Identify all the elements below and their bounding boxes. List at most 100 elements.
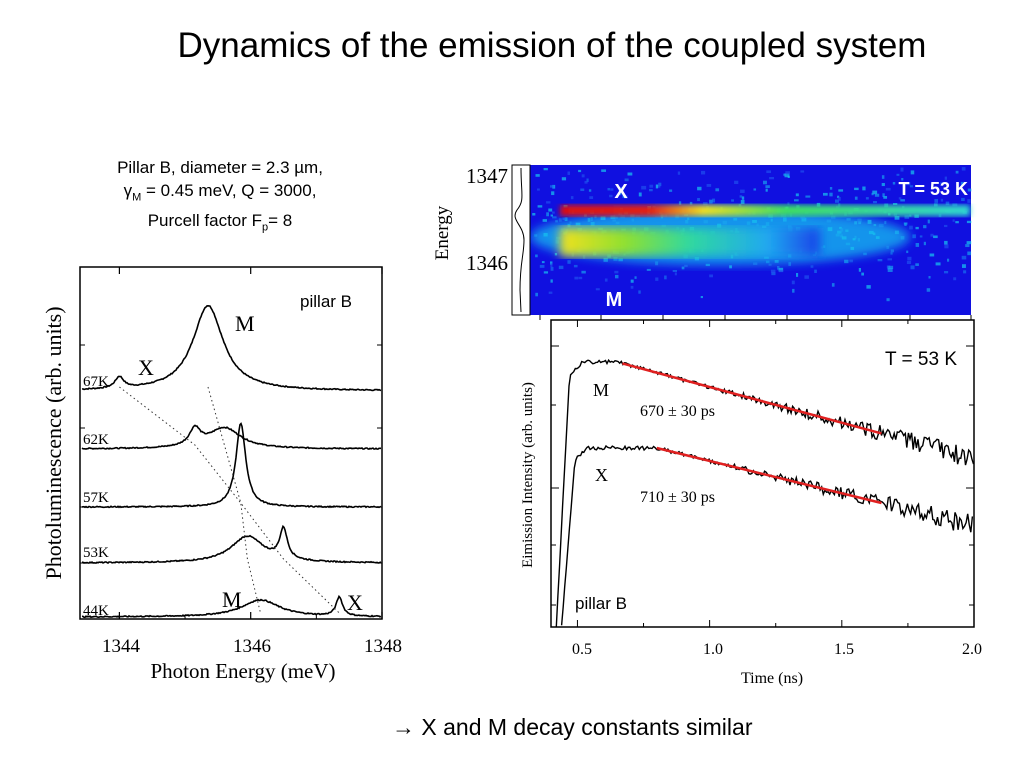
streak-speckle (804, 275, 809, 279)
streak-speckle (598, 227, 603, 230)
streak-speckle (796, 205, 800, 209)
streak-speckle (823, 192, 828, 196)
streak-speckle (701, 170, 706, 175)
streak-speckle (762, 225, 767, 228)
streak-speckle (621, 228, 626, 231)
streak-speckle (952, 203, 958, 207)
streak-speckle (766, 260, 770, 264)
streak-speckle (735, 212, 740, 215)
streak-speckle (919, 235, 923, 238)
streak-speckle (955, 221, 959, 224)
streak-speckle (955, 170, 959, 174)
streak-speckle (571, 252, 575, 257)
streak-speckle (618, 258, 623, 262)
streak-speckle (630, 249, 634, 253)
streak-speckle (535, 174, 540, 177)
streak-speckle (550, 185, 555, 188)
streak-speckle (835, 199, 840, 203)
streak-speckle (874, 193, 880, 197)
streak-speckle (940, 198, 944, 202)
streak-speckle (700, 296, 703, 299)
streak-speckle (698, 231, 703, 235)
streak-speckle (705, 263, 710, 267)
streak-speckle (711, 230, 716, 235)
streak-speckle (602, 235, 605, 239)
streak-noise (532, 167, 972, 302)
gamma-subscript: M (132, 191, 142, 204)
streak-speckle (611, 229, 617, 232)
streak-speckle (893, 213, 898, 216)
param-line-3: Purcell factor Fp= 8 (70, 209, 370, 239)
param-line-2-text: = 0.45 meV, Q = 3000, (141, 181, 317, 200)
streak-speckle (550, 214, 553, 217)
streak-speckle (882, 193, 885, 197)
decay-plot-frame (550, 319, 975, 628)
pl-curve-57K (81, 422, 382, 509)
streak-speckle (623, 240, 627, 243)
streak-speckle (734, 180, 739, 185)
streak-speckle (887, 266, 890, 270)
streak-speckle (776, 236, 781, 239)
streak-speckle (595, 247, 601, 251)
streak-speckle (800, 170, 805, 173)
streak-speckle (630, 285, 634, 289)
streak-speckle (589, 196, 594, 200)
streak-speckle (896, 173, 900, 176)
streak-speckle (788, 253, 792, 258)
streak-speckle (766, 207, 771, 212)
decay-curves (555, 358, 975, 628)
streak-speckle (675, 214, 679, 219)
streak-speckle (944, 244, 949, 249)
streak-speckle (788, 225, 792, 228)
streak-speckle (831, 215, 836, 219)
streak-speckle (740, 189, 745, 193)
streak-speckle (752, 220, 757, 223)
streak-speckle (567, 260, 571, 264)
streak-speckle (703, 202, 708, 206)
streak-speckle (914, 214, 919, 218)
streak-speckle (641, 185, 647, 190)
streak-speckle (915, 243, 920, 247)
pl-chart-title: pillar B (300, 292, 352, 311)
pl-curve-53K (81, 524, 382, 565)
streak-speckle (787, 175, 790, 179)
streak-speckle (884, 221, 887, 225)
streak-speckle (838, 203, 841, 207)
decay-x-axis-label: Time (ns) (741, 670, 803, 687)
streak-speckle (639, 231, 645, 235)
streak-speckle (634, 276, 637, 279)
streak-speckle (555, 236, 561, 240)
streak-speckle (611, 236, 615, 240)
streak-speckle (684, 213, 689, 217)
streak-speckle (604, 278, 608, 282)
streak-speckle (776, 208, 781, 213)
streak-speckle (785, 206, 789, 210)
streak-speckle (542, 219, 547, 222)
streak-speckle (781, 213, 786, 218)
streak-speckle (857, 218, 862, 223)
streak-speckle (800, 216, 805, 219)
streak-speckle (791, 280, 795, 285)
streak-speckle (868, 230, 874, 235)
streak-speckle (710, 231, 715, 235)
streak-speckle (577, 228, 583, 232)
streak-speckle (770, 245, 776, 249)
streak-speckle (697, 186, 702, 191)
streak-speckle (795, 226, 801, 231)
streak-speckle (613, 257, 618, 261)
streak-speckle (902, 205, 905, 209)
streak-speckle (618, 187, 624, 192)
streak-speckle (805, 236, 810, 240)
streak-speckle (967, 251, 972, 256)
streak-speckle (791, 238, 795, 242)
streak-speckle (627, 172, 633, 176)
streak-speckle (684, 264, 688, 268)
streak-speckle (672, 270, 677, 273)
streak-speckle (872, 232, 876, 236)
streak-speckle (934, 203, 938, 207)
param-line-2: γM = 0.45 meV, Q = 3000, (70, 179, 370, 209)
pl-curve-62K (81, 424, 381, 450)
streak-speckle (722, 220, 727, 225)
